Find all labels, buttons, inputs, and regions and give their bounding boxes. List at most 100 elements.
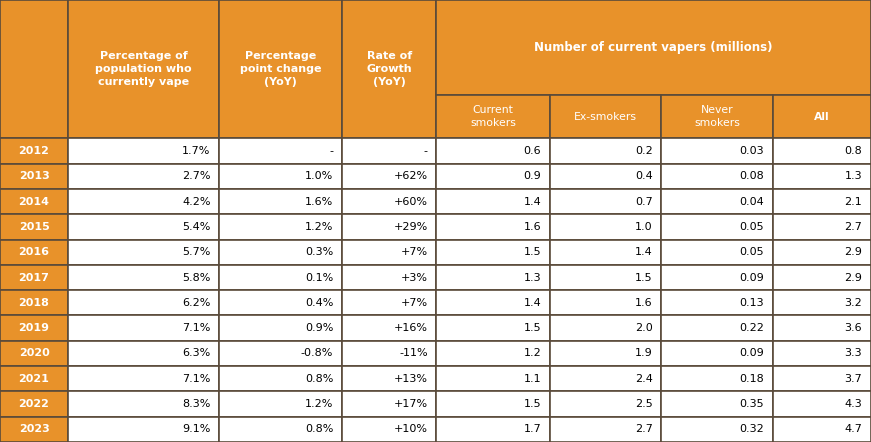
Bar bbox=[342, 392, 436, 417]
Text: 0.8: 0.8 bbox=[845, 146, 862, 156]
Bar bbox=[219, 189, 342, 214]
Text: 1.6%: 1.6% bbox=[305, 197, 334, 206]
Bar bbox=[436, 265, 550, 290]
Bar bbox=[68, 316, 219, 341]
Text: 5.4%: 5.4% bbox=[182, 222, 211, 232]
Text: 0.04: 0.04 bbox=[739, 197, 764, 206]
Text: Number of current vapers (millions): Number of current vapers (millions) bbox=[535, 41, 773, 54]
Text: 0.09: 0.09 bbox=[739, 273, 764, 282]
Bar bbox=[342, 417, 436, 442]
Bar bbox=[219, 341, 342, 366]
Text: 2022: 2022 bbox=[18, 399, 50, 409]
Bar bbox=[550, 164, 661, 189]
Text: 1.9: 1.9 bbox=[635, 348, 652, 358]
Text: 1.3: 1.3 bbox=[523, 273, 541, 282]
Bar bbox=[436, 0, 871, 95]
Text: 3.6: 3.6 bbox=[845, 323, 862, 333]
Text: Never
smokers: Never smokers bbox=[694, 105, 740, 128]
Bar bbox=[773, 164, 871, 189]
Text: 0.7: 0.7 bbox=[635, 197, 652, 206]
Bar bbox=[436, 95, 550, 138]
Text: 0.08: 0.08 bbox=[739, 171, 764, 181]
Text: 2018: 2018 bbox=[18, 298, 50, 308]
Bar bbox=[68, 417, 219, 442]
Text: 2023: 2023 bbox=[18, 424, 50, 434]
Bar bbox=[550, 392, 661, 417]
Text: 0.13: 0.13 bbox=[739, 298, 764, 308]
Text: Current
smokers: Current smokers bbox=[470, 105, 516, 128]
Text: +7%: +7% bbox=[401, 247, 428, 257]
Text: 2021: 2021 bbox=[18, 374, 50, 384]
Bar bbox=[0, 214, 68, 240]
Bar bbox=[342, 189, 436, 214]
Text: 1.6: 1.6 bbox=[523, 222, 541, 232]
Bar bbox=[342, 240, 436, 265]
Bar bbox=[0, 0, 68, 138]
Bar bbox=[342, 341, 436, 366]
Bar bbox=[68, 240, 219, 265]
Text: +60%: +60% bbox=[394, 197, 428, 206]
Text: 0.8%: 0.8% bbox=[305, 424, 334, 434]
Bar bbox=[219, 0, 342, 138]
Text: 1.7%: 1.7% bbox=[182, 146, 211, 156]
Text: 2.1: 2.1 bbox=[845, 197, 862, 206]
Text: 8.3%: 8.3% bbox=[182, 399, 211, 409]
Text: 2.4: 2.4 bbox=[635, 374, 652, 384]
Text: 0.8%: 0.8% bbox=[305, 374, 334, 384]
Bar bbox=[68, 341, 219, 366]
Text: Ex-smokers: Ex-smokers bbox=[574, 112, 637, 122]
Bar bbox=[436, 214, 550, 240]
Bar bbox=[342, 316, 436, 341]
Bar bbox=[661, 290, 773, 316]
Bar bbox=[68, 189, 219, 214]
Bar bbox=[68, 392, 219, 417]
Bar bbox=[436, 417, 550, 442]
Text: 1.1: 1.1 bbox=[523, 374, 541, 384]
Bar bbox=[550, 214, 661, 240]
Text: 3.2: 3.2 bbox=[845, 298, 862, 308]
Bar bbox=[661, 417, 773, 442]
Text: +10%: +10% bbox=[394, 424, 428, 434]
Bar bbox=[773, 316, 871, 341]
Text: 0.9%: 0.9% bbox=[305, 323, 334, 333]
Text: 0.4%: 0.4% bbox=[305, 298, 334, 308]
Bar bbox=[219, 214, 342, 240]
Text: 1.0%: 1.0% bbox=[305, 171, 334, 181]
Text: 1.5: 1.5 bbox=[523, 399, 541, 409]
Text: +3%: +3% bbox=[401, 273, 428, 282]
Text: -11%: -11% bbox=[399, 348, 428, 358]
Text: 0.03: 0.03 bbox=[739, 146, 764, 156]
Bar bbox=[773, 138, 871, 164]
Text: 1.3: 1.3 bbox=[845, 171, 862, 181]
Text: 4.2%: 4.2% bbox=[182, 197, 211, 206]
Bar bbox=[219, 290, 342, 316]
Bar bbox=[661, 316, 773, 341]
Bar bbox=[773, 214, 871, 240]
Text: 1.2%: 1.2% bbox=[305, 399, 334, 409]
Bar bbox=[219, 316, 342, 341]
Bar bbox=[342, 265, 436, 290]
Text: All: All bbox=[814, 112, 830, 122]
Bar bbox=[219, 392, 342, 417]
Text: 6.2%: 6.2% bbox=[182, 298, 211, 308]
Bar bbox=[661, 214, 773, 240]
Bar bbox=[661, 366, 773, 392]
Bar bbox=[0, 164, 68, 189]
Bar bbox=[661, 138, 773, 164]
Bar bbox=[436, 290, 550, 316]
Text: 2015: 2015 bbox=[18, 222, 50, 232]
Text: 2.0: 2.0 bbox=[635, 323, 652, 333]
Text: 0.32: 0.32 bbox=[739, 424, 764, 434]
Text: 9.1%: 9.1% bbox=[182, 424, 211, 434]
Text: Rate of
Growth
(YoY): Rate of Growth (YoY) bbox=[367, 51, 412, 88]
Bar bbox=[436, 240, 550, 265]
Text: 1.5: 1.5 bbox=[635, 273, 652, 282]
Text: Percentage of
population who
currently vape: Percentage of population who currently v… bbox=[95, 51, 192, 88]
Bar bbox=[68, 164, 219, 189]
Bar bbox=[68, 366, 219, 392]
Text: 2.7%: 2.7% bbox=[182, 171, 211, 181]
Text: 3.3: 3.3 bbox=[845, 348, 862, 358]
Text: 5.8%: 5.8% bbox=[182, 273, 211, 282]
Text: 6.3%: 6.3% bbox=[182, 348, 211, 358]
Text: 1.2%: 1.2% bbox=[305, 222, 334, 232]
